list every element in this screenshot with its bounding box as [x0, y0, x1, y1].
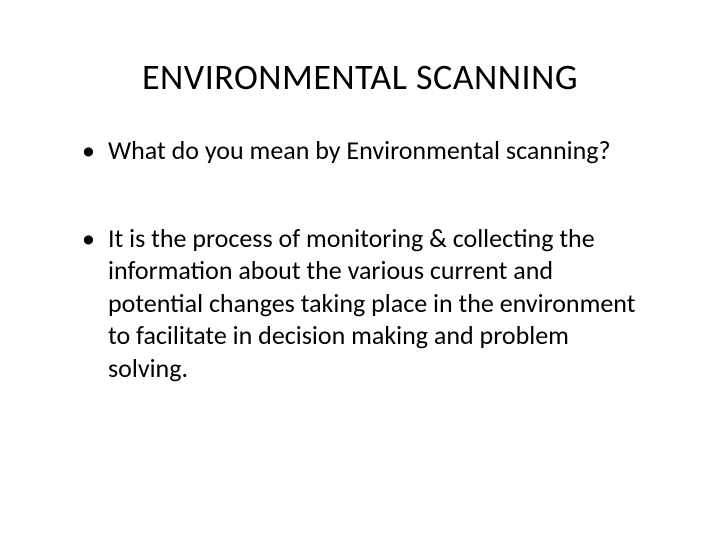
slide-container: ENVIRONMENTAL SCANNING What do you mean …	[0, 0, 720, 540]
slide-title: ENVIRONMENTAL SCANNING	[70, 55, 650, 99]
bullet-list: What do you mean by Environmental scanni…	[70, 134, 650, 384]
bullet-item: It is the process of monitoring & collec…	[80, 222, 650, 385]
bullet-item: What do you mean by Environmental scanni…	[80, 134, 650, 167]
